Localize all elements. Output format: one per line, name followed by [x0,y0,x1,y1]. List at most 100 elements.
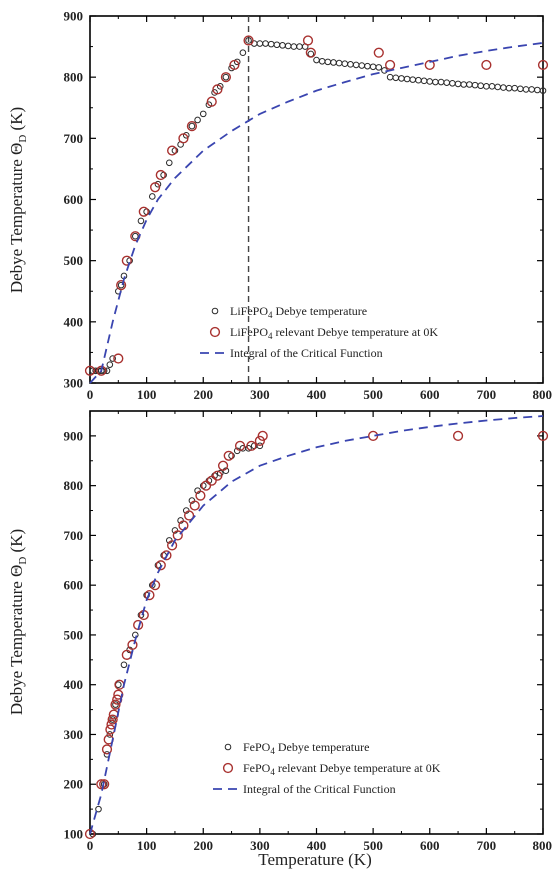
top-legend-marker-swatch [211,307,219,315]
bottom-x-tick-label: 500 [363,838,383,853]
bottom-red-data-point [200,480,212,491]
top-x-tick-label: 400 [307,387,327,402]
top-red-data-point [155,169,166,181]
bottom-red-data-point [234,440,246,451]
top-black-data-point [222,73,230,81]
top-red-data-point [424,59,435,71]
bottom-red-data-point [189,500,200,511]
top-red-data-point [206,96,217,107]
bottom-red-data-point [155,560,166,571]
top-black-data-point [182,131,190,139]
top-black-data-point [256,40,264,47]
bottom-x-tick-label: 800 [533,838,553,853]
top-black-data-point [528,86,535,93]
top-red-data-point [305,47,316,58]
bottom-y-tick-label: 100 [64,827,84,842]
top-x-tick-label: 600 [420,387,440,402]
bottom-red-data-point [144,590,155,601]
bottom-x-tick-label: 400 [307,838,327,853]
bottom-red-data-point [217,460,229,471]
bottom-legend-entry: FePO4 relevant Debye temperature at 0K [243,761,441,777]
top-y-axis-label: Debye Temperature ΘD (K) [7,107,29,293]
bottom-red-data-point [101,744,113,755]
top-red-data-point [186,120,198,132]
top-black-data-point [460,81,468,88]
top-red-data-point [121,255,132,266]
top-red-data-point [113,353,124,364]
top-black-data-point [296,43,303,50]
top-black-data-point [398,75,405,82]
top-red-data-point [150,182,161,193]
top-black-data-point [454,80,462,88]
top-black-data-point [517,85,524,93]
top-red-data-point [84,365,96,376]
bottom-y-tick-label: 500 [64,627,84,642]
top-x-tick-label: 500 [363,387,383,402]
top-legend-entry: Integral of the Critical Function [230,346,383,360]
bottom-x-tick-label: 600 [420,838,440,853]
top-red-data-point [212,84,223,95]
top-black-data-point [420,77,428,85]
top-black-data-point [352,61,360,69]
top-chart-panel: 0 100 200 300 400 500 600 700 800 300 400 500 600 700… [7,9,552,403]
bottom-critical-function-line [89,415,544,835]
top-black-data-point [488,83,496,90]
bottom-black-data-point [216,469,224,477]
bottom-red-data-point [172,530,183,541]
bottom-y-tick-label: 200 [64,777,84,792]
top-black-data-point [330,59,337,66]
top-black-data-point [233,58,241,66]
top-black-data-point [471,81,479,89]
top-black-data-point [211,89,218,96]
top-x-tick-label: 300 [250,387,270,402]
top-x-tick-label: 100 [137,387,157,402]
top-black-data-point [199,110,207,118]
top-y-tick-label: 600 [64,192,84,207]
bottom-red-data-point [127,639,138,650]
top-x-tick-label: 700 [477,387,497,402]
top-black-data-point [426,78,434,85]
bottom-x-tick-label: 200 [194,838,214,853]
top-black-data-point [415,76,422,84]
bottom-x-tick-label: 700 [477,838,497,853]
bottom-y-axis-label: Debye Temperature ΘD (K) [7,529,29,715]
top-black-data-point [205,101,213,108]
bottom-y-tick-label: 300 [64,727,84,742]
top-black-data-point [273,41,281,49]
bottom-red-data-point [183,510,195,521]
top-black-data-point [483,83,490,90]
bottom-red-data-point [110,699,121,710]
top-black-data-point [313,56,320,64]
top-black-data-point [194,116,201,124]
bottom-legend-marker-swatch [222,762,234,774]
top-black-data-point [290,43,298,50]
top-black-data-point [239,49,247,57]
bottom-legend-entry: Integral of the Critical Function [243,782,396,796]
bottom-red-data-point [161,550,172,561]
top-black-data-point [403,75,411,83]
top-black-data-point [392,74,400,82]
top-black-data-point [228,64,235,72]
top-black-data-point [267,40,275,48]
bottom-red-data-point [99,779,110,790]
bottom-black-data-point [245,445,252,452]
top-red-data-point [243,35,254,46]
top-black-data-point [148,193,156,200]
top-y-tick-label: 900 [64,9,84,24]
top-red-data-point [373,47,384,58]
top-black-data-point [375,64,383,71]
top-black-data-point [386,73,394,81]
top-legend-entry: LiFePO4 relevant Debye temperature at 0K [230,325,438,341]
top-critical-function-line [89,42,544,384]
top-black-data-point [449,79,456,87]
top-red-data-point [167,145,178,156]
top-red-data-point [116,280,127,291]
bottom-red-data-point [452,430,464,441]
top-black-data-point [511,84,518,92]
top-red-data-point [138,206,149,217]
top-red-data-point [302,35,314,46]
top-red-data-point [385,59,396,71]
bottom-y-tick-label: 400 [64,677,84,692]
bottom-y-tick-label: 800 [64,478,84,493]
